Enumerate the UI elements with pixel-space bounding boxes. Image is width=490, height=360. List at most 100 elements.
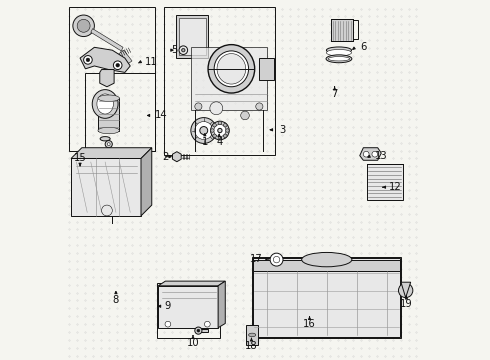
Polygon shape (100, 69, 114, 87)
Ellipse shape (326, 49, 351, 56)
Ellipse shape (179, 46, 188, 54)
Circle shape (105, 140, 112, 148)
Bar (85, 73, 155, 150)
Circle shape (197, 329, 200, 332)
Circle shape (77, 19, 90, 32)
Polygon shape (172, 152, 181, 162)
Polygon shape (158, 286, 218, 328)
Circle shape (101, 205, 112, 216)
Ellipse shape (328, 57, 350, 61)
Bar (353, 20, 358, 40)
Bar (69, 7, 155, 150)
Bar (179, 18, 206, 55)
Ellipse shape (195, 122, 213, 139)
Bar (252, 257, 401, 338)
Ellipse shape (218, 129, 222, 133)
Polygon shape (71, 158, 141, 216)
Ellipse shape (248, 333, 256, 337)
Polygon shape (71, 148, 152, 158)
Circle shape (86, 58, 90, 62)
Text: 1: 1 (202, 138, 209, 147)
Bar (253, 260, 400, 271)
Text: 2: 2 (162, 152, 169, 162)
Text: 8: 8 (113, 295, 119, 305)
Polygon shape (80, 47, 130, 72)
Circle shape (165, 321, 171, 327)
Text: 3: 3 (279, 125, 285, 135)
Bar (246, 325, 258, 345)
Text: 9: 9 (164, 301, 171, 311)
Circle shape (223, 134, 227, 138)
Polygon shape (158, 281, 225, 286)
Circle shape (182, 49, 185, 51)
Circle shape (223, 123, 227, 127)
Ellipse shape (100, 136, 110, 141)
Circle shape (113, 61, 122, 69)
Circle shape (213, 123, 217, 127)
Circle shape (195, 327, 202, 334)
Circle shape (211, 129, 214, 132)
Text: 4: 4 (217, 138, 223, 147)
Circle shape (364, 151, 369, 157)
Bar (331, 19, 353, 41)
Polygon shape (218, 281, 225, 328)
Text: 14: 14 (155, 111, 168, 121)
Bar (98, 98, 120, 131)
Bar (176, 15, 208, 58)
Bar (201, 329, 208, 332)
Circle shape (116, 63, 120, 67)
Polygon shape (141, 148, 152, 216)
Circle shape (398, 283, 413, 298)
Ellipse shape (98, 127, 120, 134)
Circle shape (204, 321, 210, 327)
Text: 11: 11 (145, 57, 157, 67)
Ellipse shape (200, 127, 208, 134)
Text: 10: 10 (187, 338, 199, 348)
Bar (191, 47, 267, 110)
Bar (253, 258, 400, 337)
Text: 18: 18 (245, 341, 258, 351)
Text: 17: 17 (249, 254, 262, 264)
Bar (259, 58, 274, 80)
Text: 16: 16 (303, 319, 316, 329)
Circle shape (273, 256, 280, 263)
Circle shape (256, 103, 263, 110)
Polygon shape (119, 50, 132, 63)
Ellipse shape (214, 51, 248, 87)
Circle shape (218, 121, 221, 125)
Text: 12: 12 (389, 182, 401, 192)
Ellipse shape (217, 54, 245, 84)
Circle shape (213, 134, 217, 138)
Ellipse shape (98, 95, 120, 102)
Text: 7: 7 (331, 89, 338, 99)
Circle shape (241, 111, 249, 120)
Polygon shape (360, 148, 381, 160)
Bar (157, 283, 220, 338)
Circle shape (73, 15, 95, 37)
Ellipse shape (211, 121, 229, 140)
Circle shape (195, 103, 202, 110)
Ellipse shape (191, 118, 217, 143)
Circle shape (84, 55, 92, 64)
Ellipse shape (208, 45, 255, 93)
Circle shape (107, 143, 110, 145)
Ellipse shape (214, 125, 226, 136)
Circle shape (372, 151, 378, 157)
Polygon shape (401, 282, 411, 298)
Polygon shape (91, 29, 123, 51)
Ellipse shape (302, 252, 352, 267)
Circle shape (270, 253, 283, 266)
Ellipse shape (181, 48, 185, 52)
Text: 5: 5 (172, 45, 178, 55)
Bar (367, 164, 403, 200)
Ellipse shape (326, 55, 352, 63)
Circle shape (218, 136, 221, 140)
Text: 13: 13 (375, 150, 388, 161)
Text: 19: 19 (400, 299, 413, 309)
Ellipse shape (92, 90, 118, 118)
Circle shape (225, 129, 229, 132)
Text: 15: 15 (74, 153, 86, 163)
Circle shape (210, 102, 223, 115)
Ellipse shape (97, 94, 113, 114)
Text: 6: 6 (360, 42, 366, 52)
